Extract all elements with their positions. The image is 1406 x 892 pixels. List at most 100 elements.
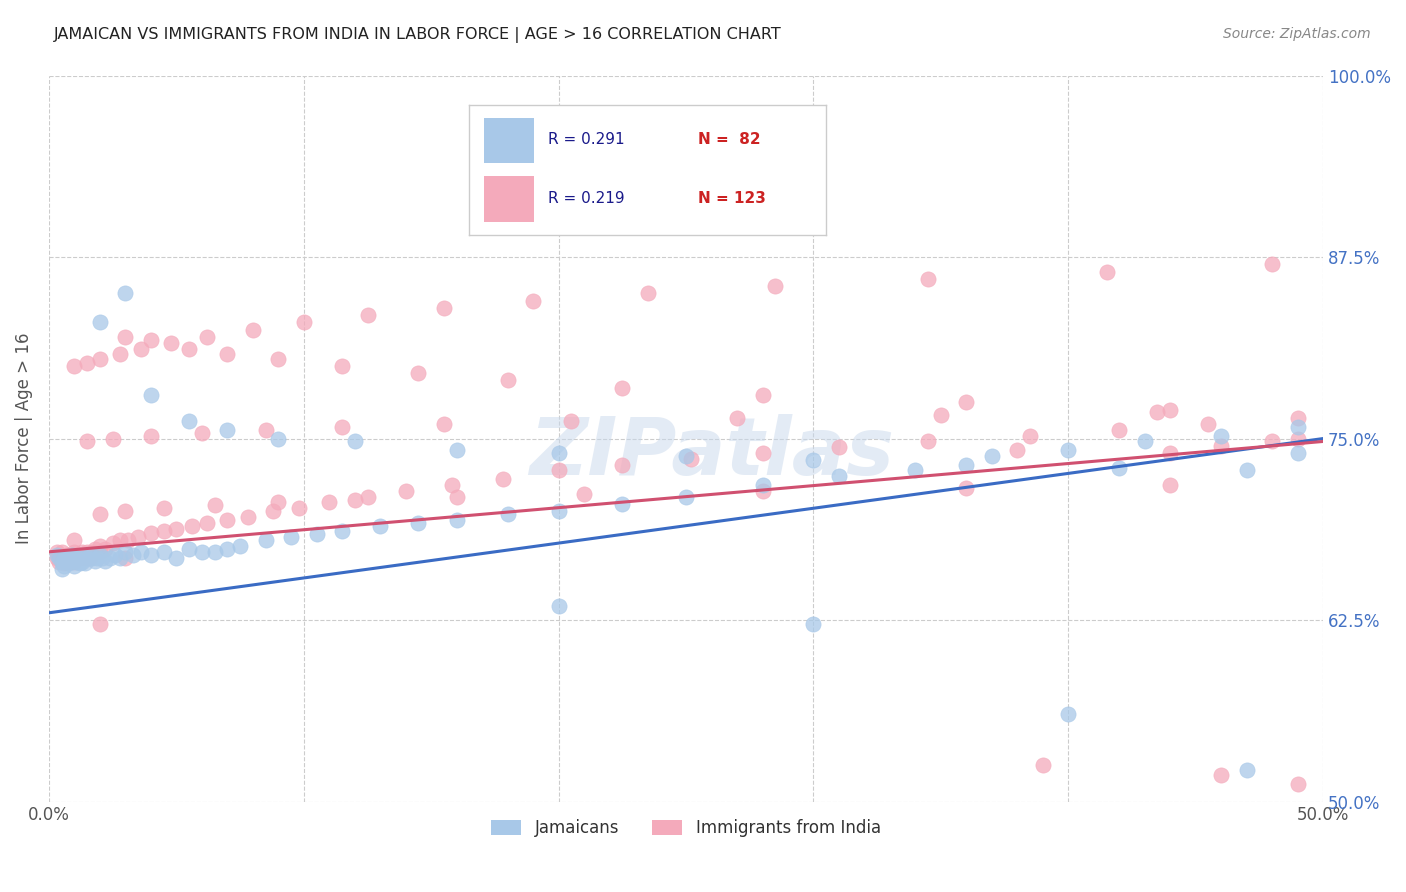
Point xyxy=(547,463,569,477)
Point xyxy=(56,548,79,562)
Point xyxy=(236,510,259,524)
Point xyxy=(139,333,162,347)
Point xyxy=(76,434,98,449)
Point xyxy=(433,417,456,431)
Point xyxy=(195,330,218,344)
Point xyxy=(76,550,98,565)
Point xyxy=(1159,446,1181,460)
Point xyxy=(242,323,264,337)
Point xyxy=(955,395,977,409)
Point xyxy=(1236,763,1258,777)
Point xyxy=(48,550,70,565)
Point xyxy=(69,557,91,571)
Point xyxy=(803,617,825,632)
Point xyxy=(48,555,70,569)
Point xyxy=(63,559,86,574)
Point xyxy=(48,548,70,562)
Point xyxy=(160,335,183,350)
Point xyxy=(179,342,201,356)
Point xyxy=(1261,257,1284,271)
Point xyxy=(980,449,1002,463)
Point xyxy=(63,555,86,569)
Point xyxy=(89,507,111,521)
Point xyxy=(1057,443,1080,458)
Point xyxy=(110,550,132,565)
Point xyxy=(139,548,162,562)
Point xyxy=(98,550,121,565)
Point xyxy=(56,555,79,569)
Point xyxy=(117,533,139,548)
Point xyxy=(1095,264,1118,278)
Point xyxy=(254,533,277,548)
Point xyxy=(60,553,83,567)
Point xyxy=(572,487,595,501)
Point xyxy=(356,308,378,322)
Point xyxy=(751,446,773,460)
Point xyxy=(287,501,309,516)
Point xyxy=(89,539,111,553)
Point xyxy=(1032,758,1054,772)
Point xyxy=(522,293,544,308)
Point xyxy=(139,388,162,402)
Point xyxy=(612,381,634,395)
Point xyxy=(1286,777,1309,791)
Point xyxy=(368,518,391,533)
Point xyxy=(70,555,93,569)
Point xyxy=(114,545,136,559)
Point xyxy=(612,497,634,511)
Text: JAMAICAN VS IMMIGRANTS FROM INDIA IN LABOR FORCE | AGE > 16 CORRELATION CHART: JAMAICAN VS IMMIGRANTS FROM INDIA IN LAB… xyxy=(53,27,782,43)
Point xyxy=(122,548,145,562)
Point xyxy=(51,555,73,569)
Point xyxy=(828,469,851,483)
Point xyxy=(114,330,136,344)
Point xyxy=(318,495,340,509)
Point xyxy=(637,286,659,301)
Point xyxy=(53,550,76,565)
Point xyxy=(94,553,117,567)
Point xyxy=(751,483,773,498)
Point xyxy=(70,545,93,559)
Point xyxy=(330,420,353,434)
Point xyxy=(51,545,73,559)
Point xyxy=(763,279,786,293)
Point xyxy=(681,451,703,466)
Point xyxy=(267,351,290,366)
Point xyxy=(51,562,73,576)
Point xyxy=(267,432,290,446)
Point xyxy=(1286,446,1309,460)
Point xyxy=(217,541,239,556)
Point xyxy=(547,446,569,460)
Point xyxy=(89,545,111,559)
Point xyxy=(56,553,79,567)
Point xyxy=(195,516,218,530)
Point xyxy=(675,449,697,463)
Point xyxy=(165,522,187,536)
Point xyxy=(440,478,463,492)
Legend: Jamaicans, Immigrants from India: Jamaicans, Immigrants from India xyxy=(485,813,887,844)
Point xyxy=(1133,434,1156,449)
Point xyxy=(496,374,519,388)
Point xyxy=(63,550,86,565)
Point xyxy=(955,458,977,472)
Point xyxy=(496,507,519,521)
Point xyxy=(1108,423,1130,437)
Point xyxy=(45,548,67,562)
Point xyxy=(612,458,634,472)
Point xyxy=(446,513,468,527)
Point xyxy=(70,550,93,565)
Text: Source: ZipAtlas.com: Source: ZipAtlas.com xyxy=(1223,27,1371,41)
Point xyxy=(56,550,79,565)
Point xyxy=(73,550,96,565)
Point xyxy=(292,315,315,329)
Point xyxy=(139,525,162,540)
Point xyxy=(217,423,239,437)
Point xyxy=(60,550,83,565)
Point xyxy=(127,530,149,544)
Point xyxy=(1146,405,1168,419)
Point xyxy=(917,434,939,449)
Point xyxy=(433,301,456,315)
Point xyxy=(60,548,83,562)
Point xyxy=(58,550,80,565)
Point xyxy=(828,440,851,454)
Point xyxy=(129,342,152,356)
